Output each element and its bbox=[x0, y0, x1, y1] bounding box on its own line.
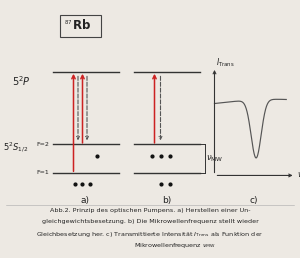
Text: $^{87}$: $^{87}$ bbox=[64, 19, 72, 28]
Text: b): b) bbox=[162, 196, 171, 205]
Text: Abb.2. Prinzip des optischen Pumpens. a) Herstellen einer Un-: Abb.2. Prinzip des optischen Pumpens. a)… bbox=[50, 208, 250, 213]
Text: F=1: F=1 bbox=[37, 170, 50, 175]
Text: Gleichbesetzung her. c) Transmittierte Intensität $I_{\mathrm{Trans}}$ als Funkt: Gleichbesetzung her. c) Transmittierte I… bbox=[36, 230, 264, 239]
Text: $\nu_{\mathrm{MW}}$: $\nu_{\mathrm{MW}}$ bbox=[297, 170, 300, 181]
Text: $\mathbf{Rb}$: $\mathbf{Rb}$ bbox=[72, 18, 91, 32]
Text: F=2: F=2 bbox=[37, 142, 50, 147]
Text: Mikrowellenfrequenz $\nu_{\mathrm{MW}}$: Mikrowellenfrequenz $\nu_{\mathrm{MW}}$ bbox=[134, 241, 216, 250]
Bar bbox=[60, 15, 100, 37]
Text: gleichgewichtsbesetzung. b) Die Mikrowellenfrequenz stellt wieder: gleichgewichtsbesetzung. b) Die Mikrowel… bbox=[42, 219, 258, 224]
Text: $5^2S_{1/2}$: $5^2S_{1/2}$ bbox=[3, 141, 29, 156]
Text: $I_{\mathrm{Trans}}$: $I_{\mathrm{Trans}}$ bbox=[216, 57, 235, 69]
Text: $5^2P$: $5^2P$ bbox=[12, 74, 31, 88]
Text: c): c) bbox=[249, 196, 258, 205]
Text: a): a) bbox=[81, 196, 90, 205]
Text: $\nu_{\mathrm{MW}}$: $\nu_{\mathrm{MW}}$ bbox=[206, 154, 224, 164]
